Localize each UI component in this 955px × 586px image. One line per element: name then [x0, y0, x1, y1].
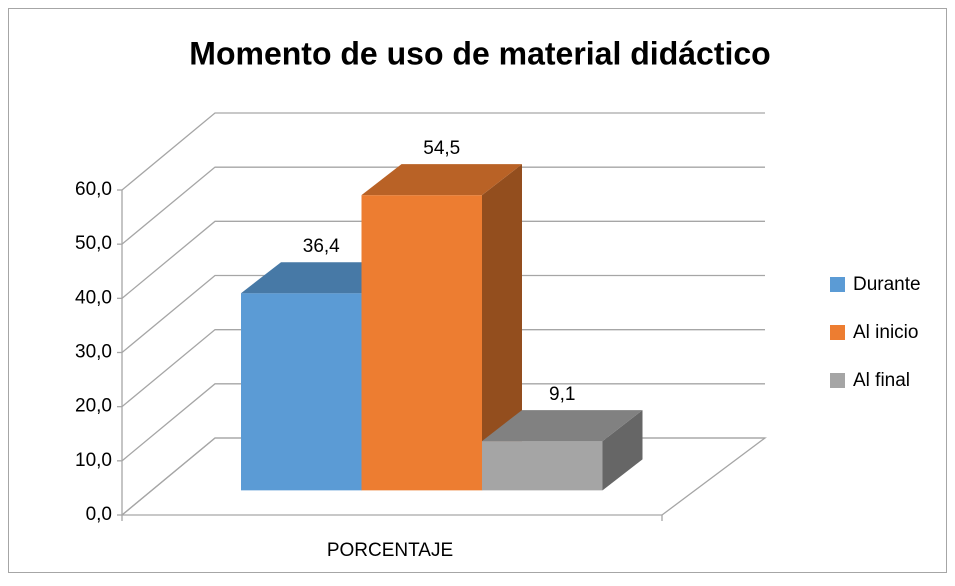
bar [482, 441, 603, 491]
y-tick-label: 40,0 [75, 287, 112, 308]
y-tick-label: 20,0 [75, 396, 112, 417]
bar [241, 293, 362, 491]
grid-line [121, 220, 765, 299]
y-tick-label: 30,0 [75, 342, 112, 363]
grid-line [121, 274, 765, 354]
bar-side [482, 164, 522, 491]
grid-line [121, 329, 765, 408]
grid-line [121, 383, 765, 462]
data-label: 9,1 [549, 384, 575, 405]
chart-title: Momento de uso de material didáctico [189, 35, 770, 71]
bar-top [482, 410, 643, 442]
legend-swatch [830, 325, 845, 340]
y-tick-label: 50,0 [75, 233, 112, 254]
x-tick-label: PORCENTAJE [327, 540, 453, 561]
legend-label: Al inicio [853, 322, 918, 343]
legend-label: Durante [853, 274, 921, 295]
legend-swatch [830, 373, 845, 388]
bar [361, 195, 482, 491]
data-label: 54,5 [423, 138, 460, 159]
bar-top [361, 164, 522, 196]
y-tick-label: 60,0 [75, 179, 112, 200]
bar-side [602, 410, 643, 491]
legend-label: Al final [853, 370, 910, 391]
bar-top [241, 262, 402, 294]
legend-swatch [830, 277, 845, 292]
grid-line [121, 166, 765, 245]
y-tick-label: 0,0 [86, 504, 112, 525]
y-tick-label: 10,0 [75, 450, 112, 471]
grid-line [121, 112, 765, 191]
data-label: 36,4 [303, 236, 340, 257]
